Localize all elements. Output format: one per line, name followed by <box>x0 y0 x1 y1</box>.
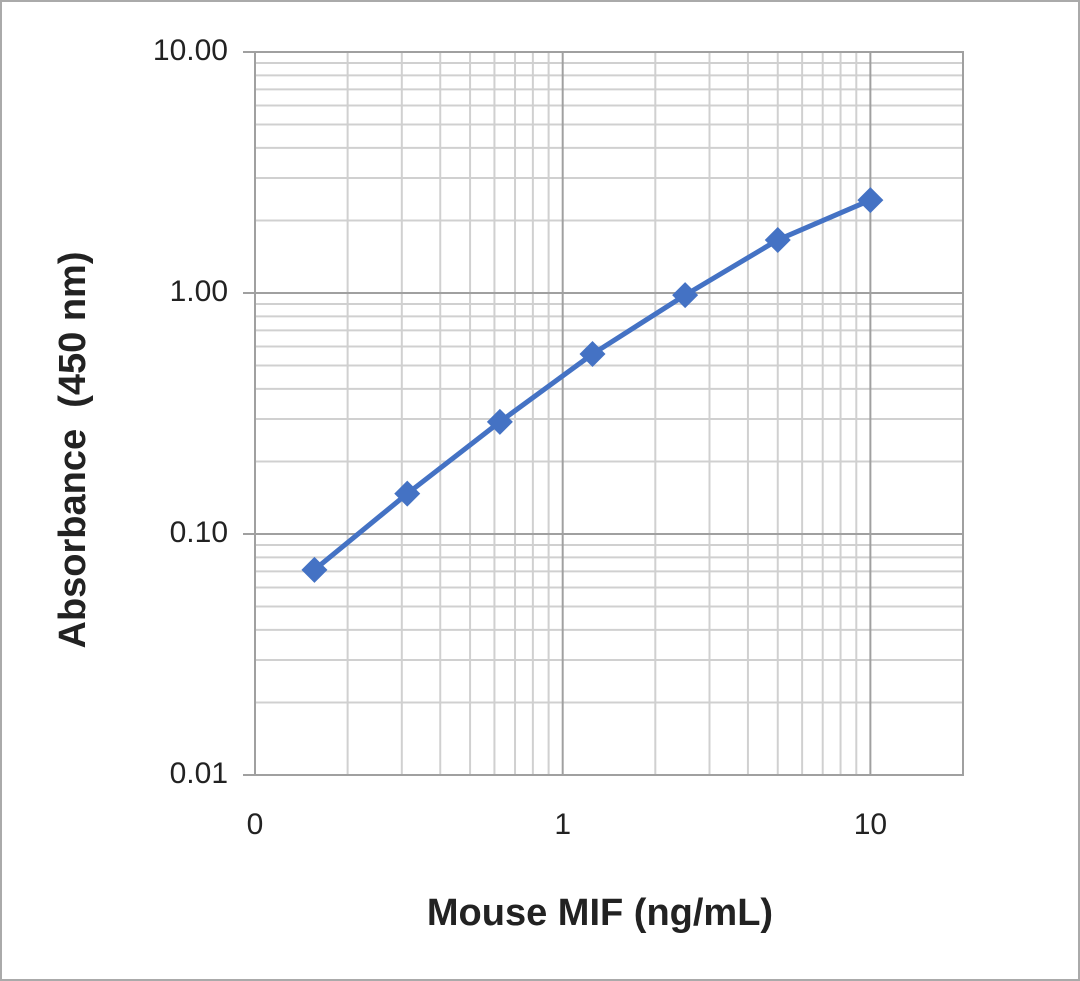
data-point <box>857 187 884 214</box>
y-tick-label: 10.00 <box>153 34 228 67</box>
y-tick-label: 1.00 <box>170 275 228 308</box>
data-point <box>579 341 606 368</box>
data-point <box>394 480 421 507</box>
x-tick-label: 0 <box>247 808 264 841</box>
x-axis-title: Mouse MIF (ng/mL) <box>427 892 773 934</box>
data-point <box>764 226 791 253</box>
data-point <box>672 282 699 309</box>
y-tick-label: 0.10 <box>170 516 228 549</box>
y-axis-title: Absorbance (450 nm) <box>52 252 94 649</box>
x-tick-label: 10 <box>854 808 887 841</box>
data-point <box>301 556 328 583</box>
plot-border <box>254 51 964 776</box>
data-point <box>486 408 513 435</box>
x-tick-label: 1 <box>554 808 571 841</box>
y-tick-label: 0.01 <box>170 757 228 790</box>
